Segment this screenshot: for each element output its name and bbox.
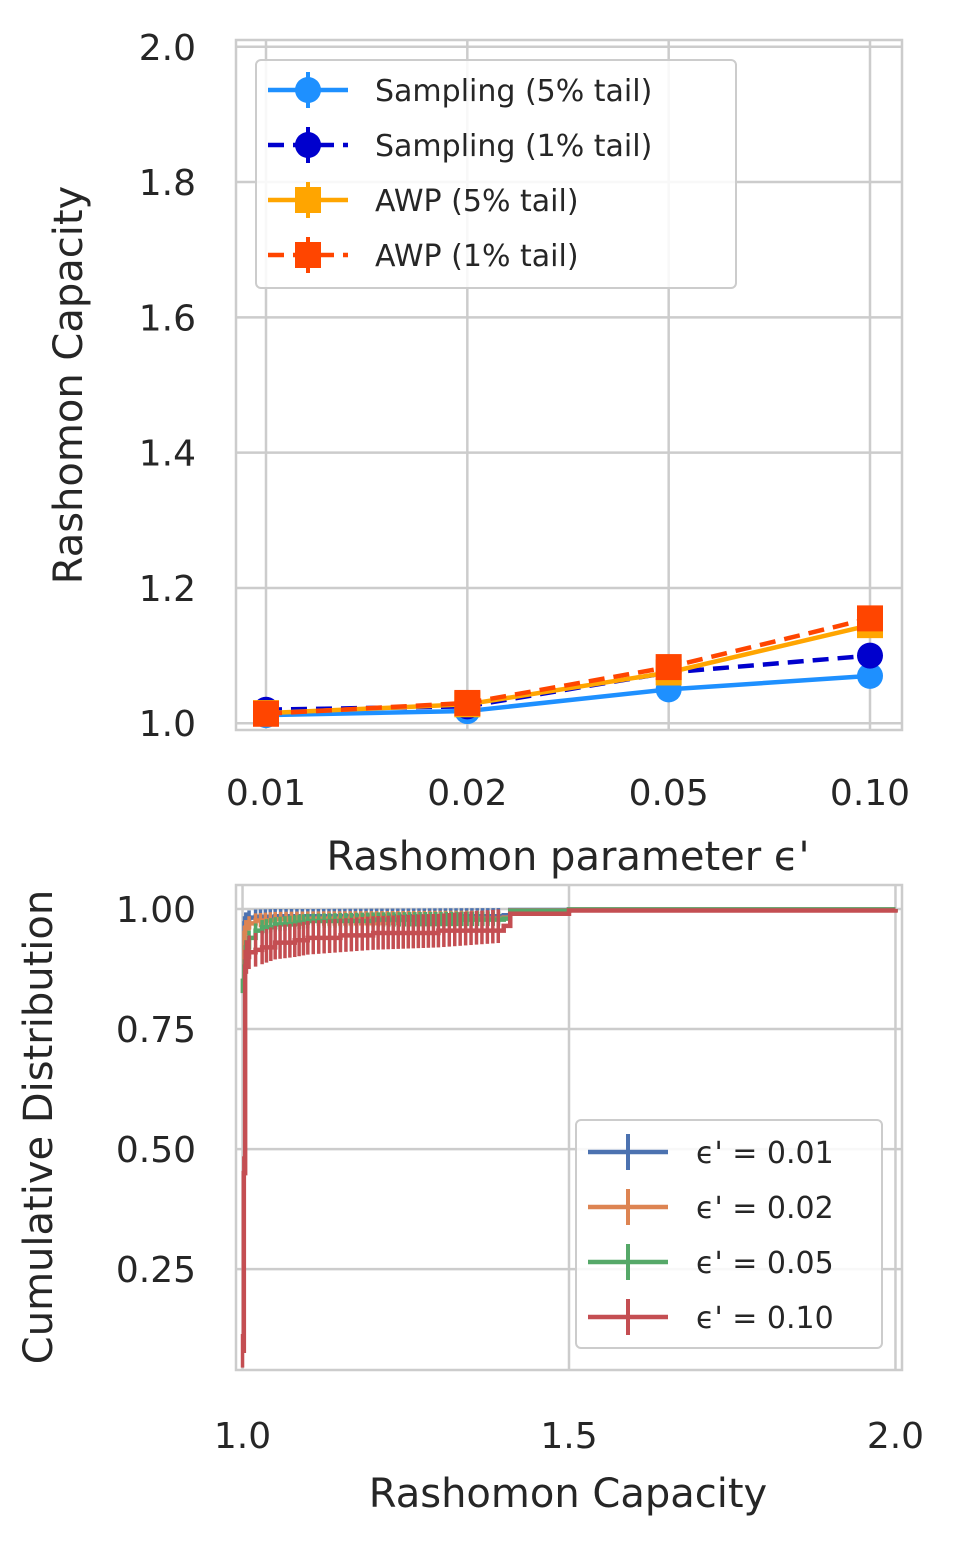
bottom-x-tick-label: 1.5 [540, 1416, 597, 1457]
top-data-point [857, 605, 883, 632]
top-y-tick-label: 1.6 [139, 298, 196, 339]
bottom-legend-label: ϵ' = 0.02 [696, 1191, 834, 1226]
top-series-line [265, 616, 871, 717]
top-data-point [857, 642, 883, 669]
top-x-tick-label: 0.10 [830, 773, 910, 814]
top-y-tick-label: 2.0 [139, 28, 196, 69]
top-x-tick-label: 0.05 [629, 773, 709, 814]
top-x-ticks: 0.01 0.02 0.05 0.10 [226, 773, 910, 814]
top-x-tick-label: 0.01 [226, 773, 306, 814]
bottom-series [240, 907, 898, 1368]
bottom-y-tick-label: 0.50 [116, 1130, 196, 1171]
top-data-point [857, 662, 883, 689]
top-chart-panel: 1.0 1.2 1.4 1.6 1.8 2.0 0.01 0.02 0.05 0.10 Rash… [46, 28, 910, 880]
top-legend-label: AWP (5% tail) [375, 184, 579, 219]
top-y-axis-label: Rashomon Capacity [46, 186, 92, 584]
bottom-x-tick-label: 1.0 [214, 1416, 271, 1457]
top-series [253, 605, 883, 729]
bottom-legend-box [575, 1119, 883, 1349]
top-x-tick-label: 0.02 [427, 773, 507, 814]
top-data-point [655, 654, 682, 681]
bottom-y-axis-label: Cumulative Distribution [16, 890, 62, 1364]
top-series-line [265, 673, 871, 718]
bottom-legend-label: ϵ' = 0.10 [696, 1301, 834, 1336]
top-legend-marker [295, 242, 321, 268]
bottom-y-ticks: 0.25 0.50 0.75 1.00 [116, 890, 196, 1291]
top-y-tick-label: 1.2 [139, 569, 196, 610]
top-legend: Sampling (5% tail) Sampling (1% tail) AWP … [255, 59, 737, 289]
top-legend-marker [295, 132, 321, 158]
bottom-x-tick-label: 2.0 [867, 1416, 924, 1457]
top-legend-label: Sampling (1% tail) [375, 129, 652, 164]
bottom-y-tick-label: 0.75 [116, 1010, 196, 1051]
bottom-legend-label: ϵ' = 0.05 [696, 1246, 834, 1281]
bottom-x-axis-label: Rashomon Capacity [369, 1471, 767, 1517]
top-legend-label: Sampling (5% tail) [375, 74, 652, 109]
top-y-tick-label: 1.4 [139, 434, 196, 475]
top-legend-marker [295, 187, 321, 213]
bottom-chart-panel: 0.25 0.50 0.75 1.00 1.0 1.5 2.0 Cumulative Di… [16, 883, 924, 1517]
top-x-axis-label: Rashomon parameter ϵ' [326, 834, 809, 880]
bottom-y-tick-label: 0.25 [116, 1250, 196, 1291]
top-data-point [253, 700, 279, 727]
top-y-ticks: 1.0 1.2 1.4 1.6 1.8 2.0 [139, 28, 196, 745]
top-y-tick-label: 1.0 [139, 704, 196, 745]
top-y-tick-label: 1.8 [139, 163, 196, 204]
bottom-y-tick-label: 1.00 [116, 890, 196, 931]
top-legend-box [255, 59, 737, 289]
bottom-x-ticks: 1.0 1.5 2.0 [214, 1416, 924, 1457]
bottom-legend-label: ϵ' = 0.01 [696, 1136, 834, 1171]
top-legend-marker [295, 77, 321, 103]
top-data-point [454, 689, 481, 716]
top-legend-label: AWP (1% tail) [375, 239, 579, 274]
bottom-legend: ϵ' = 0.01 ϵ' = 0.02 ϵ' = 0.05 ϵ' = 0.10 [575, 1119, 883, 1349]
